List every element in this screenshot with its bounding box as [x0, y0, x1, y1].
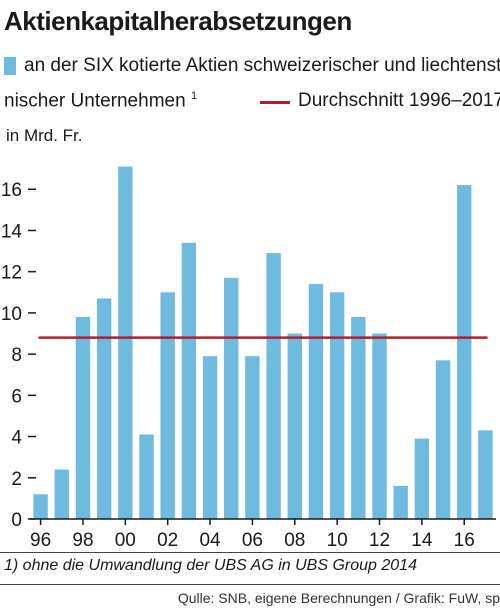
bar — [202, 356, 218, 519]
bar — [118, 166, 133, 520]
bar — [287, 333, 302, 519]
x-tick-label: 98 — [72, 530, 93, 551]
bar — [160, 292, 175, 519]
bar — [54, 469, 69, 519]
bar — [393, 486, 408, 519]
y-axis-label: in Mrd. Fr. — [6, 126, 83, 145]
x-tick-label: 14 — [411, 530, 433, 551]
chart-title: Aktienkapitalherabsetzungen — [4, 6, 352, 36]
legend-bar-swatch — [4, 57, 16, 75]
bar — [435, 360, 451, 519]
bar — [308, 284, 324, 519]
legend-footnote-mark: 1 — [190, 90, 198, 102]
y-tick-label: 6 — [11, 386, 22, 407]
x-tick-label: 00 — [115, 530, 136, 551]
bar — [181, 242, 197, 520]
y-tick-label: 4 — [11, 428, 22, 449]
footnote-divider — [0, 552, 500, 553]
x-tick-label: 02 — [157, 530, 178, 551]
x-tick-label: 16 — [454, 530, 475, 551]
x-tick-label: 96 — [30, 530, 51, 551]
x-tick-label: 04 — [199, 530, 221, 551]
legend-average-swatch — [260, 101, 290, 104]
bar — [75, 317, 91, 519]
y-tick-label: 16 — [1, 180, 22, 201]
bar — [224, 277, 239, 519]
x-tick-label: 12 — [369, 530, 390, 551]
footnote: 1) ohne die Umwandlung der UBS AG in UBS… — [4, 557, 417, 574]
legend-series-label-line2: nischer Unternehmen 1 — [4, 90, 197, 112]
x-tick-label: 08 — [284, 530, 305, 551]
legend-series-label-text: nischer Unternehmen — [4, 90, 186, 112]
bar — [329, 292, 345, 519]
legend-average-label: Durchschnitt 1996–2017 — [298, 90, 500, 111]
legend-series-label-line1: an der SIX kotierte Aktien schweizerisch… — [24, 55, 500, 76]
source-credit: Qulle: SNB, eigene Berechnungen / Grafik… — [177, 590, 500, 606]
x-tick-label: 06 — [242, 530, 263, 551]
bar — [96, 298, 112, 519]
y-tick-label: 14 — [1, 221, 23, 242]
y-tick-label: 12 — [1, 263, 22, 284]
bar — [33, 494, 48, 519]
bar — [266, 253, 281, 519]
bar — [414, 438, 430, 519]
y-tick-label: 10 — [1, 304, 22, 325]
bar — [245, 356, 260, 519]
x-tick-label: 10 — [327, 530, 348, 551]
bar — [372, 333, 387, 519]
y-tick-label: 2 — [11, 469, 22, 490]
source-divider — [0, 584, 500, 585]
y-tick-label: 8 — [11, 345, 22, 366]
bar — [478, 430, 493, 519]
bar — [139, 434, 154, 519]
bar — [351, 317, 366, 519]
bar — [457, 185, 472, 519]
y-tick-label: 0 — [11, 510, 22, 531]
